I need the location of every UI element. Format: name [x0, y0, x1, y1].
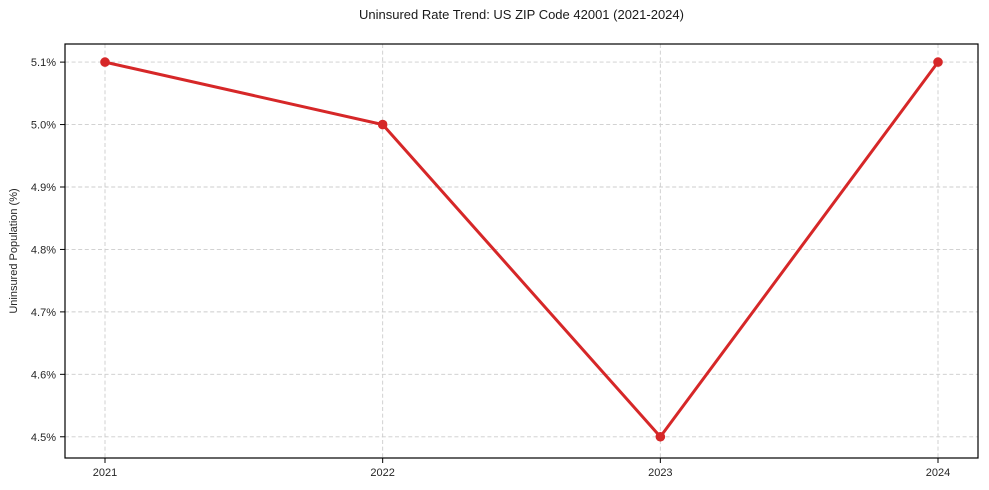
data-point-marker: [377, 119, 388, 130]
y-tick-label: 4.6%: [31, 369, 56, 381]
trend-line: [103, 60, 940, 439]
data-point-marker: [655, 431, 666, 442]
x-tick-label: 2023: [648, 467, 672, 479]
y-tick-label: 4.7%: [31, 307, 56, 319]
y-tick-label: 4.8%: [31, 244, 56, 256]
chart-title: Uninsured Rate Trend: US ZIP Code 42001 …: [359, 7, 684, 22]
x-tick-label: 2024: [926, 467, 950, 479]
y-tick-label: 4.5%: [31, 432, 56, 444]
plot-border: [64, 43, 979, 459]
x-tick-label: 2021: [93, 467, 117, 479]
data-point-marker: [933, 57, 943, 67]
y-tick-label: 4.9%: [31, 182, 56, 194]
data-point-marker: [100, 57, 110, 67]
x-tick-label: 2022: [370, 467, 394, 479]
y-tick-label: 5.0%: [31, 120, 56, 132]
y-tick-label: 5.1%: [31, 57, 56, 69]
